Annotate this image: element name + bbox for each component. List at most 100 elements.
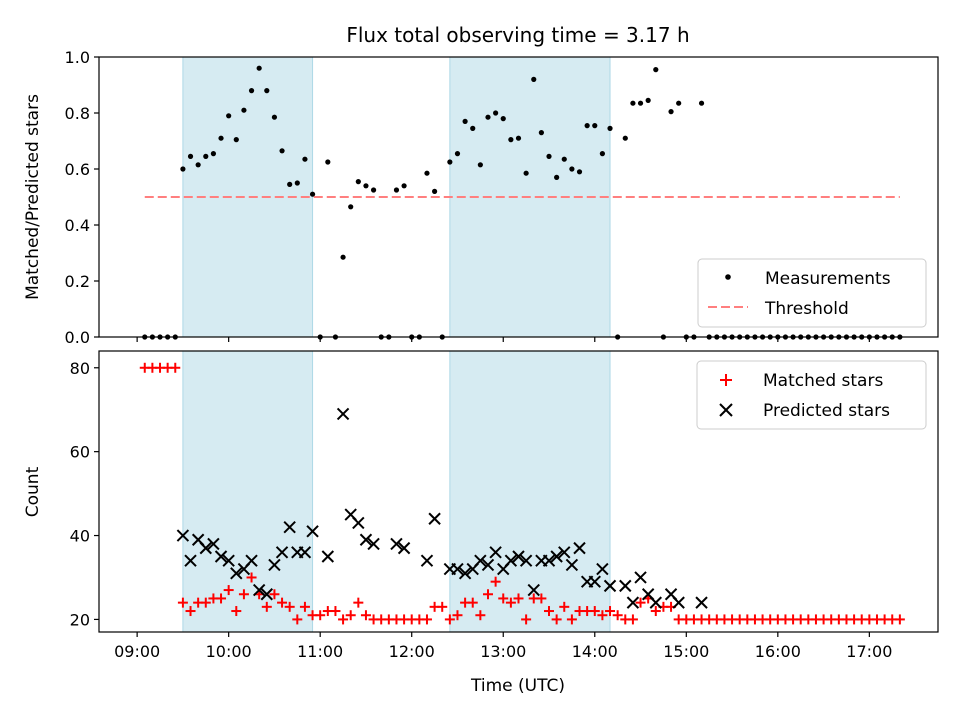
measurement-point [698, 100, 705, 106]
top-y-axis-label: Matched/Predicted stars [23, 94, 43, 300]
bottom-y-tick-label: 60 [70, 443, 90, 462]
measurement-point [554, 174, 560, 180]
matched-star-point [490, 576, 501, 587]
x-tick-label: 14:00 [572, 642, 618, 661]
x-tick-label: 11:00 [297, 642, 343, 661]
measurement-point [195, 162, 201, 168]
measurement-point [279, 148, 285, 154]
measurement-point [630, 100, 636, 106]
predicted-star-point [306, 525, 319, 538]
measurement-point [180, 166, 186, 172]
predicted-star-point [321, 550, 335, 563]
matched-star-point [223, 585, 234, 596]
predicted-star-point [603, 579, 617, 593]
measurement-point [592, 123, 598, 129]
legend-matched-marker [720, 374, 732, 386]
x-tick-label: 16:00 [755, 642, 801, 661]
bottom-y-axis-label: Count [23, 466, 43, 517]
top-y-tick-label: 1.0 [65, 48, 90, 67]
matched-star-point [627, 614, 638, 625]
matched-star-point [498, 593, 509, 604]
matched-star-point [238, 589, 249, 600]
legend-measurements-marker [725, 274, 731, 280]
measurement-point [287, 181, 293, 187]
x-tick-label: 13:00 [480, 642, 526, 661]
chart-title: Flux total observing time = 3.17 h [346, 23, 689, 47]
top-y-tick-label: 0.8 [65, 104, 90, 123]
matched-star-point [185, 606, 196, 617]
bottom-shaded-intervals [182, 350, 611, 633]
shaded-interval [182, 350, 314, 633]
measurement-point [210, 151, 217, 157]
predicted-star-point [184, 554, 197, 567]
predicted-star-point [230, 567, 243, 580]
legend-predicted-marker [719, 403, 733, 417]
predicted-star-point [504, 554, 518, 567]
measurement-point [599, 151, 606, 157]
measurement-point [462, 118, 468, 124]
measurement-point [241, 107, 247, 113]
x-tick-label: 09:00 [114, 642, 160, 661]
measurement-point [271, 114, 278, 120]
predicted-star-point [489, 546, 502, 559]
predicted-star-point [634, 571, 647, 584]
matched-star-point [437, 601, 448, 612]
matched-star-point [284, 601, 295, 612]
measurement-point [538, 130, 544, 136]
matched-star-point [467, 597, 478, 608]
measurement-point [454, 151, 461, 157]
matched-star-point [200, 597, 211, 608]
predicted-star-point [558, 546, 571, 559]
measurement-point [302, 156, 308, 162]
predicted-star-point [390, 537, 403, 551]
bottom-legend: Matched stars Predicted stars [696, 360, 927, 430]
matched-star-point [177, 597, 188, 608]
predicted-star-point [519, 554, 533, 567]
measurement-point [607, 125, 613, 131]
measurement-point [340, 254, 346, 260]
x-tick-label: 15:00 [663, 642, 709, 661]
matched-star-point [315, 610, 326, 621]
matched-star-point [566, 614, 577, 625]
measurement-point [470, 125, 476, 131]
predicted-star-point [428, 512, 441, 525]
predicted-star-point [420, 554, 434, 567]
measurement-point [508, 137, 514, 143]
predicted-star-point [481, 558, 495, 572]
matched-star-point [299, 601, 310, 612]
matched-star-point [650, 606, 661, 617]
measurement-point [485, 114, 491, 120]
predicted-star-point [207, 537, 220, 551]
predicted-star-point [626, 596, 640, 609]
matched-star-point [536, 593, 547, 604]
measurement-point [393, 187, 400, 193]
predicted-star-point [199, 541, 212, 555]
predicted-star-point [451, 562, 464, 576]
measurement-point [264, 88, 270, 94]
x-tick-label: 12:00 [389, 642, 435, 661]
matched-star-point [277, 597, 288, 608]
x-axis-label: Time (UTC) [470, 676, 565, 696]
matched-star-point [482, 589, 493, 600]
bottom-panel: 09:00 10:00 11:00 12:00 13:00 14:00 15:00 16:00… [23, 350, 939, 696]
predicted-star-point [260, 588, 274, 601]
matched-star-point [216, 593, 227, 604]
matched-star-point [170, 362, 181, 373]
bottom-y-tick-label: 20 [70, 610, 90, 629]
predicted-star-point [283, 520, 296, 534]
matched-star-point [444, 614, 455, 625]
matched-star-point [612, 610, 623, 621]
top-y-tick-label: 0.6 [65, 160, 90, 179]
matched-stars-points [139, 362, 905, 625]
measurement-point [370, 187, 377, 193]
legend-matched-label: Matched stars [763, 371, 883, 391]
measurement-point [668, 109, 674, 115]
measurement-point [363, 183, 369, 189]
bottom-y-tick-label: 80 [70, 359, 90, 378]
bottom-y-tick-label: 40 [70, 527, 90, 546]
measurement-point [569, 166, 575, 172]
predicted-star-point [474, 554, 487, 567]
legend-threshold-label: Threshold [764, 299, 849, 319]
measurement-point [203, 153, 209, 159]
